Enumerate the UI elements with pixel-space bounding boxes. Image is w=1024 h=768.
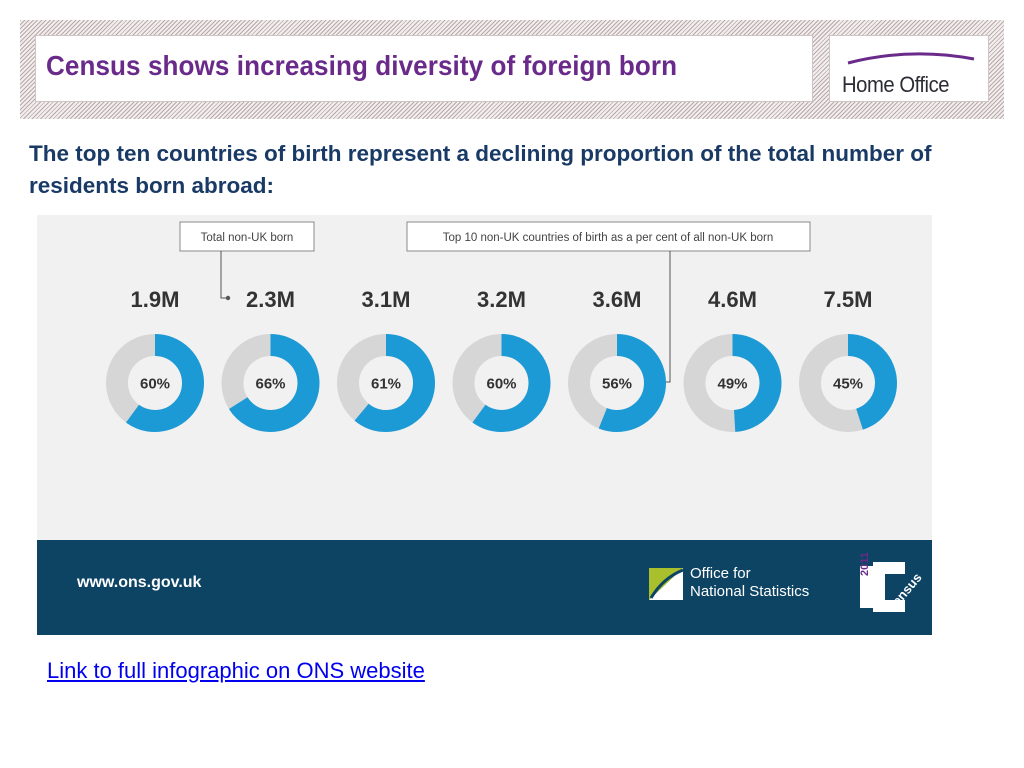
callout-top10-box — [406, 221, 811, 252]
ons-infographic-link[interactable]: Link to full infographic on ONS website — [47, 658, 425, 683]
footer-url: www.ons.gov.uk — [77, 574, 202, 591]
logo-text: Home Office — [842, 72, 950, 97]
donut-percent-label: 45% — [833, 376, 863, 393]
donut-segment — [799, 334, 897, 432]
page-title: Census shows increasing diversity of for… — [46, 50, 678, 81]
donut-segment — [106, 334, 204, 432]
donut-percent-label: 66% — [255, 376, 285, 393]
donut-total-label: 3.2M — [477, 287, 526, 312]
donut-total-label: 3.6M — [593, 287, 642, 312]
home-office-logo: Home Office — [829, 35, 989, 102]
callout-top10-label: Top 10 non-UK countries of birth as a pe… — [443, 232, 774, 244]
donut-total-label: 2.3M — [246, 287, 295, 312]
donuts-group: 1.9M 60% 2.3M 66% 3.1M 61% 3.2M 60% 3.6M 56% 4.6M 4… — [106, 287, 897, 432]
title-box: Census shows increasing diversity of for… — [35, 35, 813, 102]
census-year: 2011 — [859, 552, 871, 576]
callout-total-dot — [225, 295, 231, 301]
ons-name: Office for National Statistics — [690, 565, 850, 601]
donut-percent-label: 49% — [717, 376, 747, 393]
donut-total-label: 4.6M — [708, 287, 757, 312]
donut-segment — [337, 334, 435, 432]
subtitle: The top ten countries of birth represent… — [29, 141, 932, 198]
callout-total-label: Total non-UK born — [201, 232, 294, 244]
logo-arc-icon — [847, 52, 975, 65]
donut-segment — [221, 334, 320, 432]
donut-chart: Total non-UK born Top 10 non-UK countrie… — [106, 221, 897, 432]
footer-band: www.ons.gov.uk Office for National Stati… — [37, 540, 932, 635]
infographic: Total non-UK born Top 10 non-UK countrie… — [37, 215, 932, 635]
donut-segment — [452, 334, 551, 432]
donut-percent-label: 60% — [486, 376, 516, 393]
donut-percent-label: 56% — [602, 376, 632, 393]
ons-line-1: Office for — [690, 565, 751, 582]
donut-percent-label: 60% — [140, 376, 170, 393]
donut-segment — [683, 334, 782, 432]
donut-total-label: 1.9M — [131, 287, 180, 312]
callout-total-box — [179, 221, 315, 252]
callout-total-leader — [220, 251, 228, 299]
donut-total-label: 7.5M — [824, 287, 873, 312]
donut-percent-label: 61% — [371, 376, 401, 393]
donut-segment — [568, 334, 666, 432]
ons-line-2: National Statistics — [690, 583, 810, 600]
census-logo-icon — [860, 562, 905, 612]
ons-logo-icon — [649, 568, 684, 600]
donut-total-label: 3.1M — [362, 287, 411, 312]
